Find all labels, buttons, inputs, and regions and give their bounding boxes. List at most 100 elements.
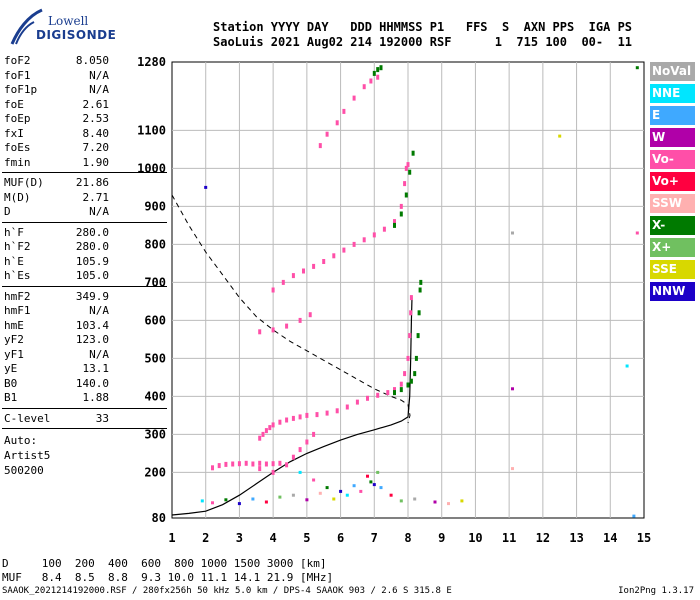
param-value: N/A: [89, 304, 109, 317]
echo-point: [278, 419, 282, 425]
echo-point: [251, 497, 255, 501]
echo-point: [399, 203, 403, 209]
echo-point: [379, 486, 383, 490]
param-row: D N/A: [2, 205, 167, 219]
param-separator: [2, 407, 167, 409]
echo-point: [408, 169, 412, 175]
param-value: 105.9: [75, 254, 109, 268]
x-tick-label: 2: [202, 531, 209, 545]
param-row: hmF2 349.9: [2, 290, 167, 304]
echo-point: [625, 364, 629, 368]
param-value: 8.050: [75, 54, 109, 67]
echo-point: [271, 422, 275, 428]
echo-point: [342, 108, 346, 114]
echo-point: [318, 491, 322, 495]
echo-point: [406, 382, 410, 388]
y-tick-label: 300: [144, 427, 166, 441]
echo-point: [372, 483, 376, 487]
echo-point: [332, 497, 336, 501]
echo-point: [224, 498, 228, 502]
param-value: 21.86: [75, 176, 109, 189]
echo-point: [251, 461, 255, 467]
echo-point: [389, 493, 393, 497]
y-tick-label: 900: [144, 199, 166, 213]
echo-point: [399, 387, 403, 393]
param-value: 280.0: [75, 240, 109, 253]
param-value: 280.0: [75, 225, 109, 239]
echo-point: [305, 498, 309, 502]
param-label: hmE: [4, 318, 24, 332]
param-value: 349.9: [75, 289, 109, 303]
y-tick-label: 700: [144, 275, 166, 289]
echo-point: [403, 371, 407, 377]
echo-point: [315, 412, 319, 418]
echo-point: [285, 323, 289, 329]
echo-point: [411, 150, 415, 156]
echo-point: [325, 410, 329, 416]
param-row: h`Es 105.0: [2, 269, 167, 283]
echo-point: [372, 70, 376, 76]
param-separator: [2, 428, 167, 429]
param-row: hmE 103.4: [2, 319, 167, 333]
param-row: B0 140.0: [2, 377, 167, 391]
echo-point: [393, 222, 396, 228]
echo-point: [393, 219, 396, 225]
echo-point: [271, 287, 275, 293]
param-separator: [2, 221, 167, 223]
x-tick-label: 9: [438, 531, 445, 545]
autoscaling-text: Artist5: [4, 449, 51, 462]
x-tick-label: 15: [637, 531, 651, 545]
echo-point: [632, 514, 636, 518]
echo-point: [352, 484, 356, 488]
param-label: foEs: [4, 141, 31, 154]
echo-point: [416, 333, 420, 339]
y-tick-label: 1280: [137, 55, 166, 69]
param-label: yF1: [4, 347, 24, 361]
legend-entry: Vo+: [650, 172, 695, 191]
param-label: D: [4, 205, 11, 218]
echo-point: [460, 499, 464, 503]
param-label: foF2: [4, 54, 31, 67]
echo-point: [298, 317, 302, 323]
param-value: N/A: [89, 205, 109, 218]
autoscaling-text: 500200: [4, 464, 44, 477]
legend-entry: SSW: [650, 194, 695, 213]
echo-point: [291, 454, 295, 460]
param-row: C-level 33: [2, 412, 167, 426]
param-label: foF1: [4, 68, 31, 82]
echo-point: [298, 447, 302, 453]
echo-point: [369, 78, 373, 84]
echo-point: [305, 412, 309, 418]
x-tick-label: 13: [569, 531, 583, 545]
param-label: hmF2: [4, 289, 31, 303]
echo-point: [264, 461, 268, 467]
echo-point: [355, 399, 359, 405]
param-row: yF2 123.0: [2, 333, 167, 347]
echo-point: [244, 460, 248, 466]
echo-point: [325, 486, 329, 490]
echo-point: [322, 259, 326, 264]
param-row: foEs 7.20: [2, 141, 167, 155]
echo-point: [447, 502, 450, 506]
echo-point: [278, 495, 282, 499]
distance-row: D 100 200 400 600 800 1000 1500 3000 [km…: [2, 557, 327, 570]
echo-point: [366, 474, 369, 478]
param-label: h`F: [4, 225, 24, 239]
param-row: yE 13.1: [2, 362, 167, 376]
echo-point: [261, 431, 265, 437]
echo-point: [258, 329, 262, 335]
echo-point: [298, 470, 302, 474]
param-row: fxI 8.40: [2, 127, 167, 141]
param-label: foE: [4, 97, 24, 111]
echo-point: [362, 237, 366, 243]
echo-point: [305, 439, 309, 445]
param-row: foF2 8.050: [2, 54, 167, 68]
param-label: B1: [4, 391, 18, 404]
echo-point: [237, 461, 241, 467]
echo-point: [258, 466, 262, 472]
param-value: 1.90: [82, 155, 110, 169]
param-label: h`E: [4, 254, 24, 268]
param-value: 123.0: [75, 333, 109, 346]
version-label: Ion2Png 1.3.17: [618, 586, 694, 596]
